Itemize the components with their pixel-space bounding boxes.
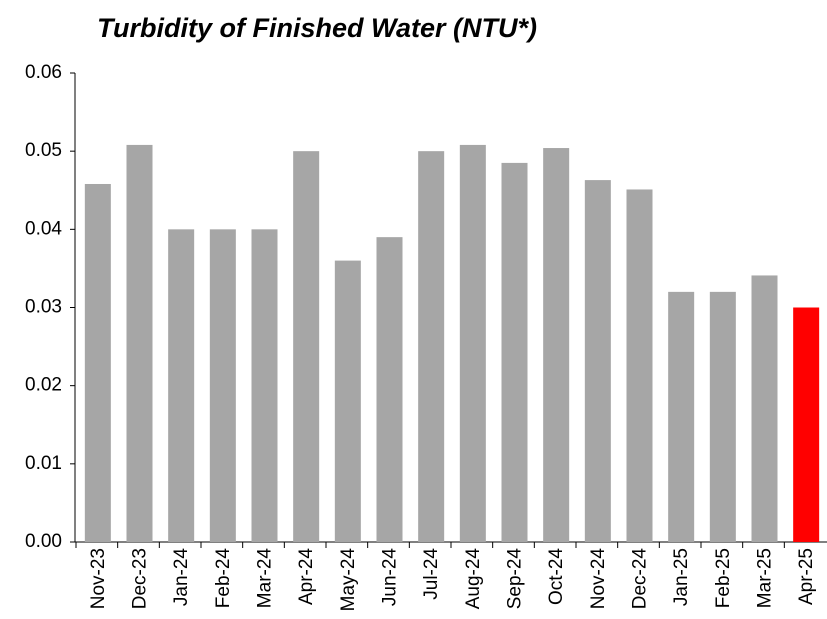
y-tick-label: 0.02 — [25, 375, 62, 396]
bar — [251, 229, 278, 543]
x-tick-label: Aug-24 — [463, 548, 484, 610]
bar — [376, 237, 403, 542]
bar — [126, 144, 153, 542]
x-tick-label: Apr-25 — [796, 548, 817, 605]
bar — [459, 144, 486, 542]
bar — [84, 183, 111, 542]
y-tick-label: 0.01 — [25, 453, 62, 474]
x-tick-label: Dec-24 — [630, 548, 651, 610]
x-tick-label: Feb-25 — [713, 548, 734, 608]
x-tick-label: Nov-24 — [588, 548, 609, 610]
y-tick-label: 0.05 — [25, 140, 62, 161]
bar — [668, 291, 695, 542]
y-tick-label: 0.00 — [25, 531, 62, 552]
x-tick-label: Oct-24 — [546, 548, 567, 605]
bar — [209, 229, 236, 543]
bar — [418, 151, 445, 542]
bar — [709, 291, 736, 542]
x-tick-label: Feb-24 — [213, 548, 234, 609]
bar — [168, 229, 195, 543]
y-tick-label: 0.04 — [25, 218, 62, 239]
chart-title: Turbidity of Finished Water (NTU*) — [97, 13, 537, 43]
x-tick-label: Sep-24 — [505, 548, 526, 610]
x-tick-label: Jun-24 — [380, 548, 401, 607]
bar — [501, 162, 528, 542]
bar — [293, 151, 320, 542]
x-tick-label: Jan-25 — [671, 548, 692, 606]
x-tick-label: Jul-24 — [421, 548, 442, 600]
x-tick-label: Nov-23 — [88, 548, 109, 609]
x-tick-label: Dec-23 — [130, 548, 151, 609]
x-tick-label: Jan-24 — [171, 548, 192, 607]
y-tick-label: 0.06 — [25, 62, 62, 83]
y-tick-label: 0.03 — [25, 297, 62, 318]
bar — [334, 260, 361, 542]
bar — [793, 307, 820, 542]
bar — [751, 275, 778, 542]
bar — [626, 189, 653, 543]
bar — [584, 180, 611, 543]
x-tick-label: May-24 — [338, 548, 359, 612]
x-tick-label: Apr-24 — [296, 548, 317, 605]
x-tick-label: Mar-25 — [755, 548, 776, 608]
bar — [543, 148, 570, 543]
x-tick-label: Mar-24 — [255, 548, 276, 609]
